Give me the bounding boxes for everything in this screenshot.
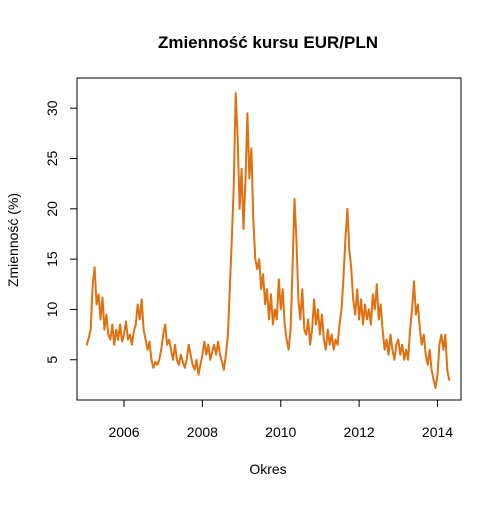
y-tick-label: 10 bbox=[44, 301, 60, 317]
y-tick-label: 30 bbox=[44, 100, 60, 116]
x-axis: 2006 2008 2010 2012 2014 bbox=[108, 399, 453, 440]
y-tick-label: 5 bbox=[44, 356, 60, 364]
series-line-0 bbox=[85, 92, 451, 389]
y-axis-label: Zmienność (%) bbox=[5, 193, 21, 287]
series-layer bbox=[85, 92, 451, 389]
y-axis: 5 10 15 20 25 30 bbox=[44, 100, 78, 364]
y-tick-label: 20 bbox=[44, 201, 60, 217]
x-tick-label: 2014 bbox=[422, 424, 453, 440]
x-tick-label: 2010 bbox=[265, 424, 296, 440]
x-tick-label: 2008 bbox=[187, 424, 218, 440]
y-tick-label: 25 bbox=[44, 151, 60, 167]
x-tick-label: 2012 bbox=[344, 424, 375, 440]
x-axis-label: Okres bbox=[249, 461, 286, 477]
chart-title: Zmienność kursu EUR/PLN bbox=[158, 33, 378, 52]
x-tick-label: 2006 bbox=[108, 424, 139, 440]
y-tick-label: 15 bbox=[44, 251, 60, 267]
